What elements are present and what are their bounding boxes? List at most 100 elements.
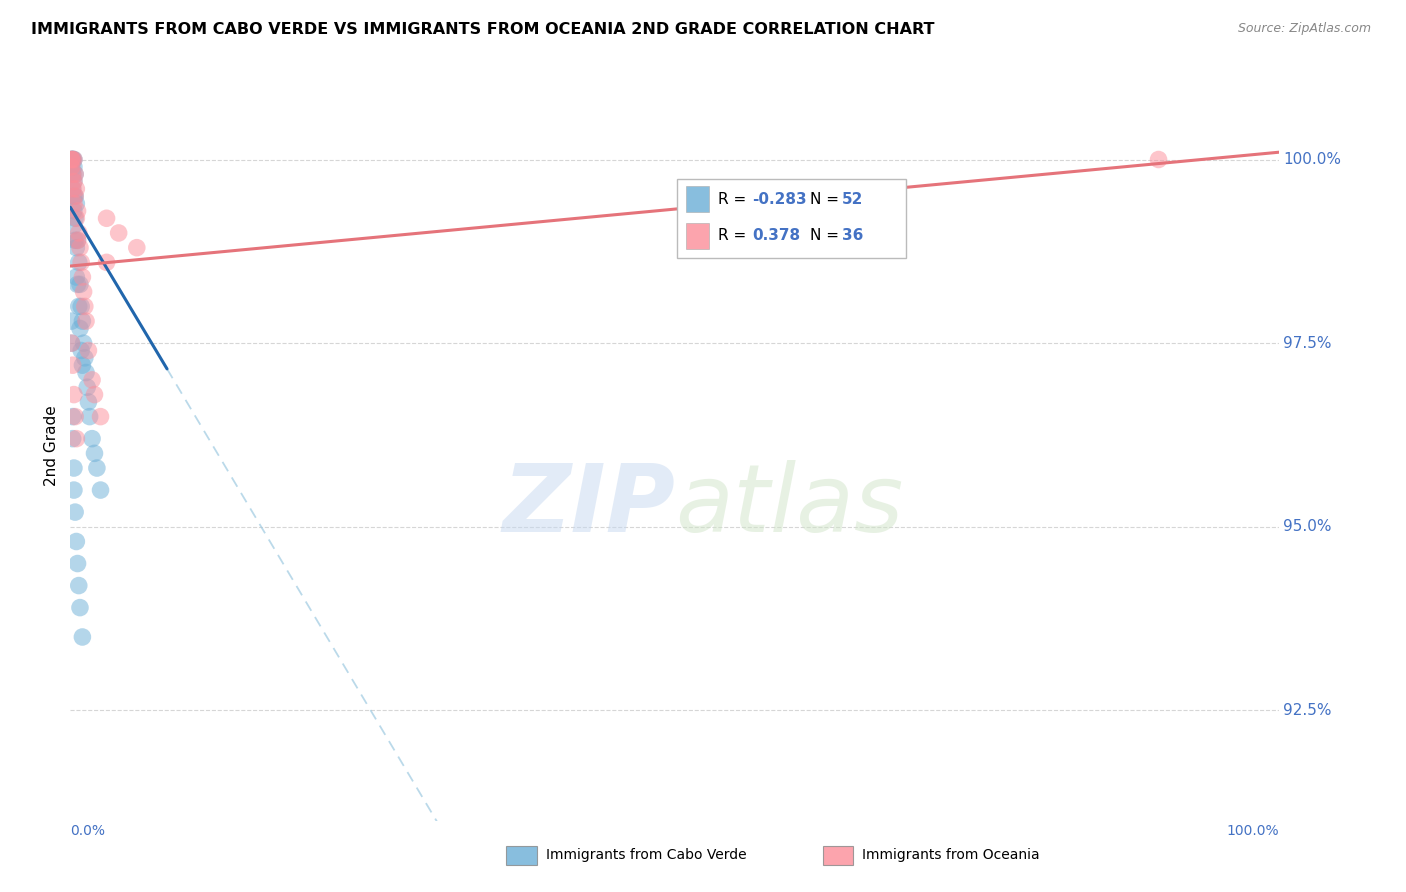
Point [63, 189, 86, 203]
Point [66, 557, 89, 571]
Point [70, 300, 93, 314]
Text: Immigrants from Oceania: Immigrants from Oceania [862, 848, 1039, 863]
Text: N =: N = [810, 228, 844, 244]
Point [60, 153, 83, 167]
Point [69, 277, 91, 292]
Text: 100.0%: 100.0% [1227, 824, 1279, 838]
Point [67, 255, 90, 269]
Point [76, 380, 98, 394]
Point [63, 153, 86, 167]
Point [75, 366, 97, 380]
Point [65, 241, 87, 255]
Point [80, 432, 103, 446]
Point [66, 233, 89, 247]
Point [60, 153, 83, 167]
Point [60, 160, 83, 174]
Point [65, 432, 87, 446]
Point [65, 270, 87, 285]
Text: 0.0%: 0.0% [70, 824, 105, 838]
Point [66, 277, 89, 292]
Point [63, 211, 86, 226]
Text: ZIP: ZIP [502, 460, 675, 552]
Point [62, 182, 84, 196]
Text: 52: 52 [842, 192, 863, 207]
Point [60, 160, 83, 174]
Point [72, 336, 94, 351]
Text: R =: R = [718, 228, 751, 244]
Y-axis label: 2nd Grade: 2nd Grade [44, 406, 59, 486]
Text: 97.5%: 97.5% [1284, 335, 1331, 351]
Point [72, 630, 94, 644]
Point [60, 336, 83, 351]
Point [70, 255, 93, 269]
Point [90, 409, 111, 424]
Point [69, 241, 91, 255]
Point [63, 233, 86, 247]
Point [80, 373, 103, 387]
Point [1147, 153, 1170, 167]
Point [70, 343, 93, 358]
Point [83, 446, 105, 460]
Point [125, 241, 148, 255]
Point [63, 203, 86, 218]
Point [72, 285, 94, 299]
Point [63, 505, 86, 519]
Text: 0.378: 0.378 [752, 228, 800, 244]
Point [63, 153, 86, 167]
Point [67, 578, 90, 592]
Point [72, 314, 94, 328]
Point [63, 219, 86, 233]
Point [60, 153, 83, 167]
Point [66, 233, 89, 247]
Point [73, 300, 96, 314]
Point [65, 211, 87, 226]
Point [69, 600, 91, 615]
Point [96, 255, 118, 269]
Point [72, 270, 94, 285]
Text: Immigrants from Cabo Verde: Immigrants from Cabo Verde [546, 848, 747, 863]
Point [62, 182, 84, 196]
Point [65, 182, 87, 196]
Text: 36: 36 [842, 228, 863, 244]
Point [77, 395, 100, 409]
Point [83, 387, 105, 401]
Point [63, 167, 86, 181]
Point [65, 534, 87, 549]
Point [62, 358, 84, 372]
Text: IMMIGRANTS FROM CABO VERDE VS IMMIGRANTS FROM OCEANIA 2ND GRADE CORRELATION CHAR: IMMIGRANTS FROM CABO VERDE VS IMMIGRANTS… [31, 22, 935, 37]
Point [62, 153, 84, 167]
Point [66, 203, 89, 218]
Point [62, 153, 84, 167]
Text: Source: ZipAtlas.com: Source: ZipAtlas.com [1237, 22, 1371, 36]
Point [62, 167, 84, 181]
Point [63, 175, 86, 189]
Point [60, 336, 83, 351]
Point [65, 196, 87, 211]
Point [77, 343, 100, 358]
Point [63, 175, 86, 189]
Text: 92.5%: 92.5% [1284, 703, 1331, 718]
Point [63, 167, 86, 181]
Text: atlas: atlas [675, 460, 903, 551]
Point [75, 314, 97, 328]
Point [62, 167, 84, 181]
Point [63, 160, 86, 174]
Point [62, 432, 84, 446]
Point [62, 409, 84, 424]
Point [67, 226, 90, 240]
Text: 100.0%: 100.0% [1284, 152, 1341, 167]
Bar [686, 223, 709, 249]
Point [62, 153, 84, 167]
Point [63, 196, 86, 211]
Point [63, 461, 86, 475]
Point [73, 351, 96, 365]
Text: -0.283: -0.283 [752, 192, 807, 207]
Text: N =: N = [810, 192, 844, 207]
Point [63, 409, 86, 424]
Text: 95.0%: 95.0% [1284, 519, 1331, 534]
Point [86, 461, 108, 475]
Point [107, 226, 129, 240]
Point [63, 189, 86, 203]
Bar [686, 186, 709, 212]
Text: R =: R = [718, 192, 751, 207]
